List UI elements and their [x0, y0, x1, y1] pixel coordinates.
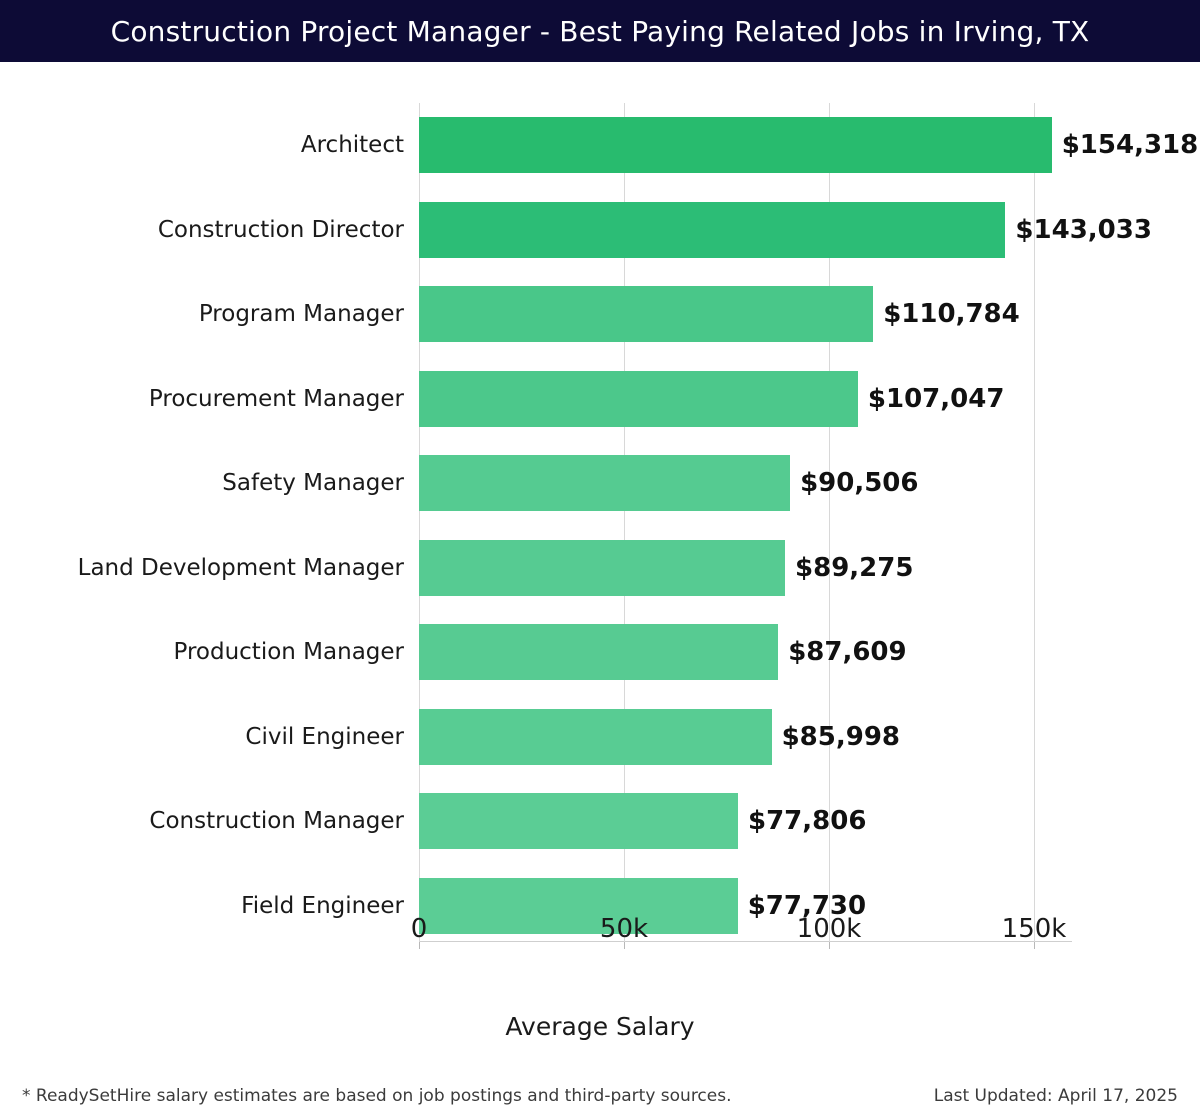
bar[interactable]	[419, 370, 858, 427]
category-label: Land Development Manager	[77, 554, 404, 581]
bar-row[interactable]: $90,506	[419, 455, 1072, 511]
x-axis-line	[419, 941, 1072, 942]
gridline-50k	[624, 103, 625, 942]
bar-value-label: $154,318	[1061, 130, 1199, 160]
bar-value-label: $143,033	[1015, 214, 1152, 245]
footer-disclaimer: * ReadySetHire salary estimates are base…	[22, 1086, 732, 1106]
bar-value-label: $77,806	[748, 806, 867, 836]
y-axis-category-labels: Architect Construction Director Program Ma…	[0, 103, 404, 942]
category-label: Civil Engineer	[245, 723, 404, 750]
bar-row[interactable]: $107,047	[419, 370, 1072, 427]
bar[interactable]	[419, 624, 779, 680]
bar-row[interactable]: $77,730	[419, 877, 1072, 934]
category-label: Architect	[300, 132, 404, 158]
page-title: Construction Project Manager - Best Payi…	[110, 14, 1090, 48]
bar-row[interactable]: $87,609	[419, 624, 1072, 680]
bar[interactable]	[419, 117, 1052, 173]
x-tick-label: 0	[410, 914, 428, 944]
bar-value-label: $107,047	[867, 383, 1005, 414]
bar-row[interactable]: $85,998	[419, 708, 1072, 765]
footer: * ReadySetHire salary estimates are base…	[0, 1072, 1200, 1120]
bar-value-label: $89,275	[795, 552, 914, 583]
bar-row[interactable]: $89,275	[419, 539, 1072, 596]
bar-value-label: $90,506	[800, 468, 919, 498]
bar[interactable]	[419, 455, 791, 511]
header-bar: Construction Project Manager - Best Payi…	[0, 0, 1200, 62]
x-tick-100k	[829, 942, 830, 949]
bar[interactable]	[419, 286, 874, 342]
x-tick-label: 50k	[599, 914, 649, 944]
bar[interactable]	[419, 708, 772, 765]
gridline-150k	[1034, 103, 1035, 942]
plot-area: $154,318 $143,033 $110,784 $107,047 $90,506 $…	[419, 103, 1198, 949]
bar[interactable]	[419, 793, 738, 849]
x-tick-0	[419, 942, 420, 949]
bar[interactable]	[419, 539, 786, 596]
bar-value-label: $87,609	[788, 637, 907, 667]
bar-row[interactable]: $77,806	[419, 793, 1072, 849]
bar[interactable]	[419, 877, 738, 934]
category-label: Safety Manager	[222, 470, 404, 496]
bar-value-label: $77,730	[747, 890, 867, 921]
x-tick-label: 100k	[796, 914, 862, 944]
category-label: Construction Manager	[149, 808, 404, 834]
x-axis-title: Average Salary	[505, 1012, 695, 1041]
category-label: Program Manager	[198, 301, 404, 327]
category-label: Field Engineer	[241, 892, 404, 919]
bar-row[interactable]: $143,033	[419, 201, 1152, 258]
bar-value-label: $110,784	[883, 299, 1020, 329]
bar[interactable]	[419, 201, 1006, 258]
bar-value-label: $85,998	[781, 721, 900, 752]
bar-row[interactable]: $110,784	[419, 286, 1072, 342]
footer-last-updated: Last Updated: April 17, 2025	[933, 1086, 1178, 1106]
chart-area: Architect Construction Director Program Ma…	[0, 62, 1200, 1062]
bar-row[interactable]: $154,318	[419, 117, 1198, 173]
category-label: Construction Director	[157, 216, 404, 243]
gridline-100k	[829, 103, 830, 942]
x-tick-label: 150k	[1001, 914, 1067, 944]
category-label: Production Manager	[173, 639, 405, 665]
category-label: Procurement Manager	[148, 385, 404, 412]
x-tick-150k	[1034, 942, 1035, 949]
gridline-0	[419, 103, 420, 942]
x-tick-50k	[624, 942, 625, 949]
